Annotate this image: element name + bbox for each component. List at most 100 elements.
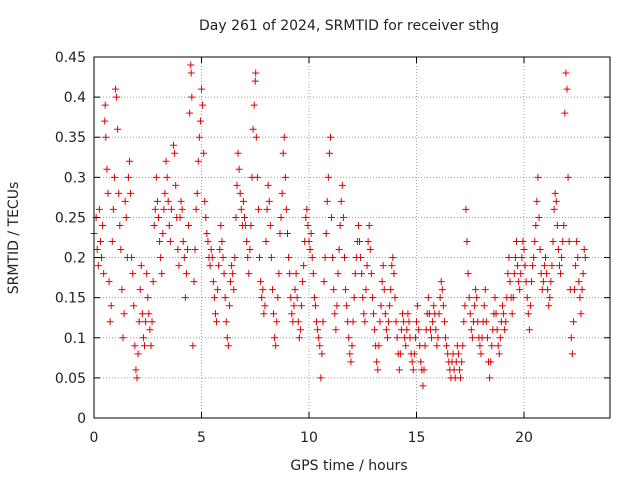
data-point — [259, 286, 267, 294]
data-point — [317, 374, 325, 382]
data-point — [332, 326, 340, 334]
data-point — [330, 286, 338, 294]
y-tick-label: 0.3 — [64, 170, 86, 186]
data-point — [108, 238, 116, 246]
data-point — [491, 294, 499, 302]
data-point — [487, 358, 495, 366]
data-point — [187, 69, 195, 77]
data-point — [171, 149, 179, 157]
data-point — [524, 310, 532, 318]
data-point — [505, 254, 513, 262]
data-point — [383, 334, 391, 342]
data-point — [437, 278, 445, 286]
data-point — [246, 246, 254, 254]
data-point — [117, 246, 125, 254]
data-point — [135, 318, 143, 326]
data-point — [375, 342, 383, 350]
data-point — [389, 254, 397, 262]
data-point — [307, 229, 315, 237]
grid-lines — [94, 57, 610, 418]
data-point — [95, 205, 103, 213]
data-point — [331, 310, 339, 318]
data-point — [348, 342, 356, 350]
data-point — [547, 278, 555, 286]
data-point — [113, 93, 121, 101]
data-point — [533, 197, 541, 205]
data-point — [390, 270, 398, 278]
data-point — [143, 270, 151, 278]
data-point — [174, 246, 182, 254]
data-point — [554, 246, 562, 254]
data-point — [130, 302, 138, 310]
data-point — [101, 101, 109, 109]
data-point — [219, 254, 227, 262]
data-point — [294, 318, 302, 326]
data-point — [297, 302, 305, 310]
plot-frame — [93, 56, 611, 419]
data-point — [215, 262, 223, 270]
data-point — [459, 342, 467, 350]
data-point — [279, 149, 287, 157]
data-point — [308, 254, 316, 262]
data-point — [213, 318, 221, 326]
data-point — [578, 286, 586, 294]
data-point — [329, 254, 337, 262]
data-point — [334, 270, 342, 278]
data-point — [337, 197, 345, 205]
data-point — [336, 221, 344, 229]
data-point — [482, 318, 490, 326]
data-point — [243, 238, 251, 246]
data-point — [200, 149, 208, 157]
data-point — [257, 278, 265, 286]
data-point — [115, 189, 123, 197]
data-point — [116, 221, 124, 229]
data-point — [162, 157, 170, 165]
y-tick-label: 0.1 — [64, 331, 86, 347]
data-point — [548, 262, 556, 270]
data-point — [118, 286, 126, 294]
data-point — [258, 294, 266, 302]
data-point — [299, 278, 307, 286]
x-tick-label: 0 — [90, 430, 99, 446]
data-point — [300, 262, 308, 270]
data-point — [568, 350, 576, 358]
data-point — [493, 326, 501, 334]
data-point — [454, 350, 462, 358]
data-point — [208, 254, 216, 262]
data-point — [190, 278, 198, 286]
data-point — [249, 125, 257, 133]
data-point — [177, 197, 185, 205]
data-point — [218, 238, 226, 246]
data-point — [340, 254, 348, 262]
data-point — [565, 238, 573, 246]
data-point — [182, 270, 190, 278]
data-point — [404, 310, 412, 318]
data-point — [195, 133, 203, 141]
data-point — [395, 366, 403, 374]
data-point — [204, 238, 212, 246]
data-point — [488, 342, 496, 350]
data-point — [147, 342, 155, 350]
data-point — [239, 197, 247, 205]
data-point — [477, 350, 485, 358]
data-point — [515, 278, 523, 286]
data-point — [529, 262, 537, 270]
data-point — [511, 254, 519, 262]
data-point — [350, 294, 358, 302]
data-point — [189, 342, 197, 350]
data-point — [370, 310, 377, 318]
data-point — [125, 157, 133, 165]
data-point — [535, 213, 543, 221]
data-point — [471, 302, 479, 310]
data-point — [110, 173, 118, 181]
data-point — [139, 334, 147, 342]
data-point — [492, 310, 500, 318]
data-point — [417, 358, 425, 366]
data-point — [360, 310, 368, 318]
chart-title: Day 261 of 2024, SRMTID for receiver sth… — [199, 18, 499, 34]
data-point — [267, 254, 275, 262]
data-point — [270, 310, 278, 318]
data-point — [233, 181, 241, 189]
data-point — [214, 286, 222, 294]
data-point — [463, 238, 471, 246]
